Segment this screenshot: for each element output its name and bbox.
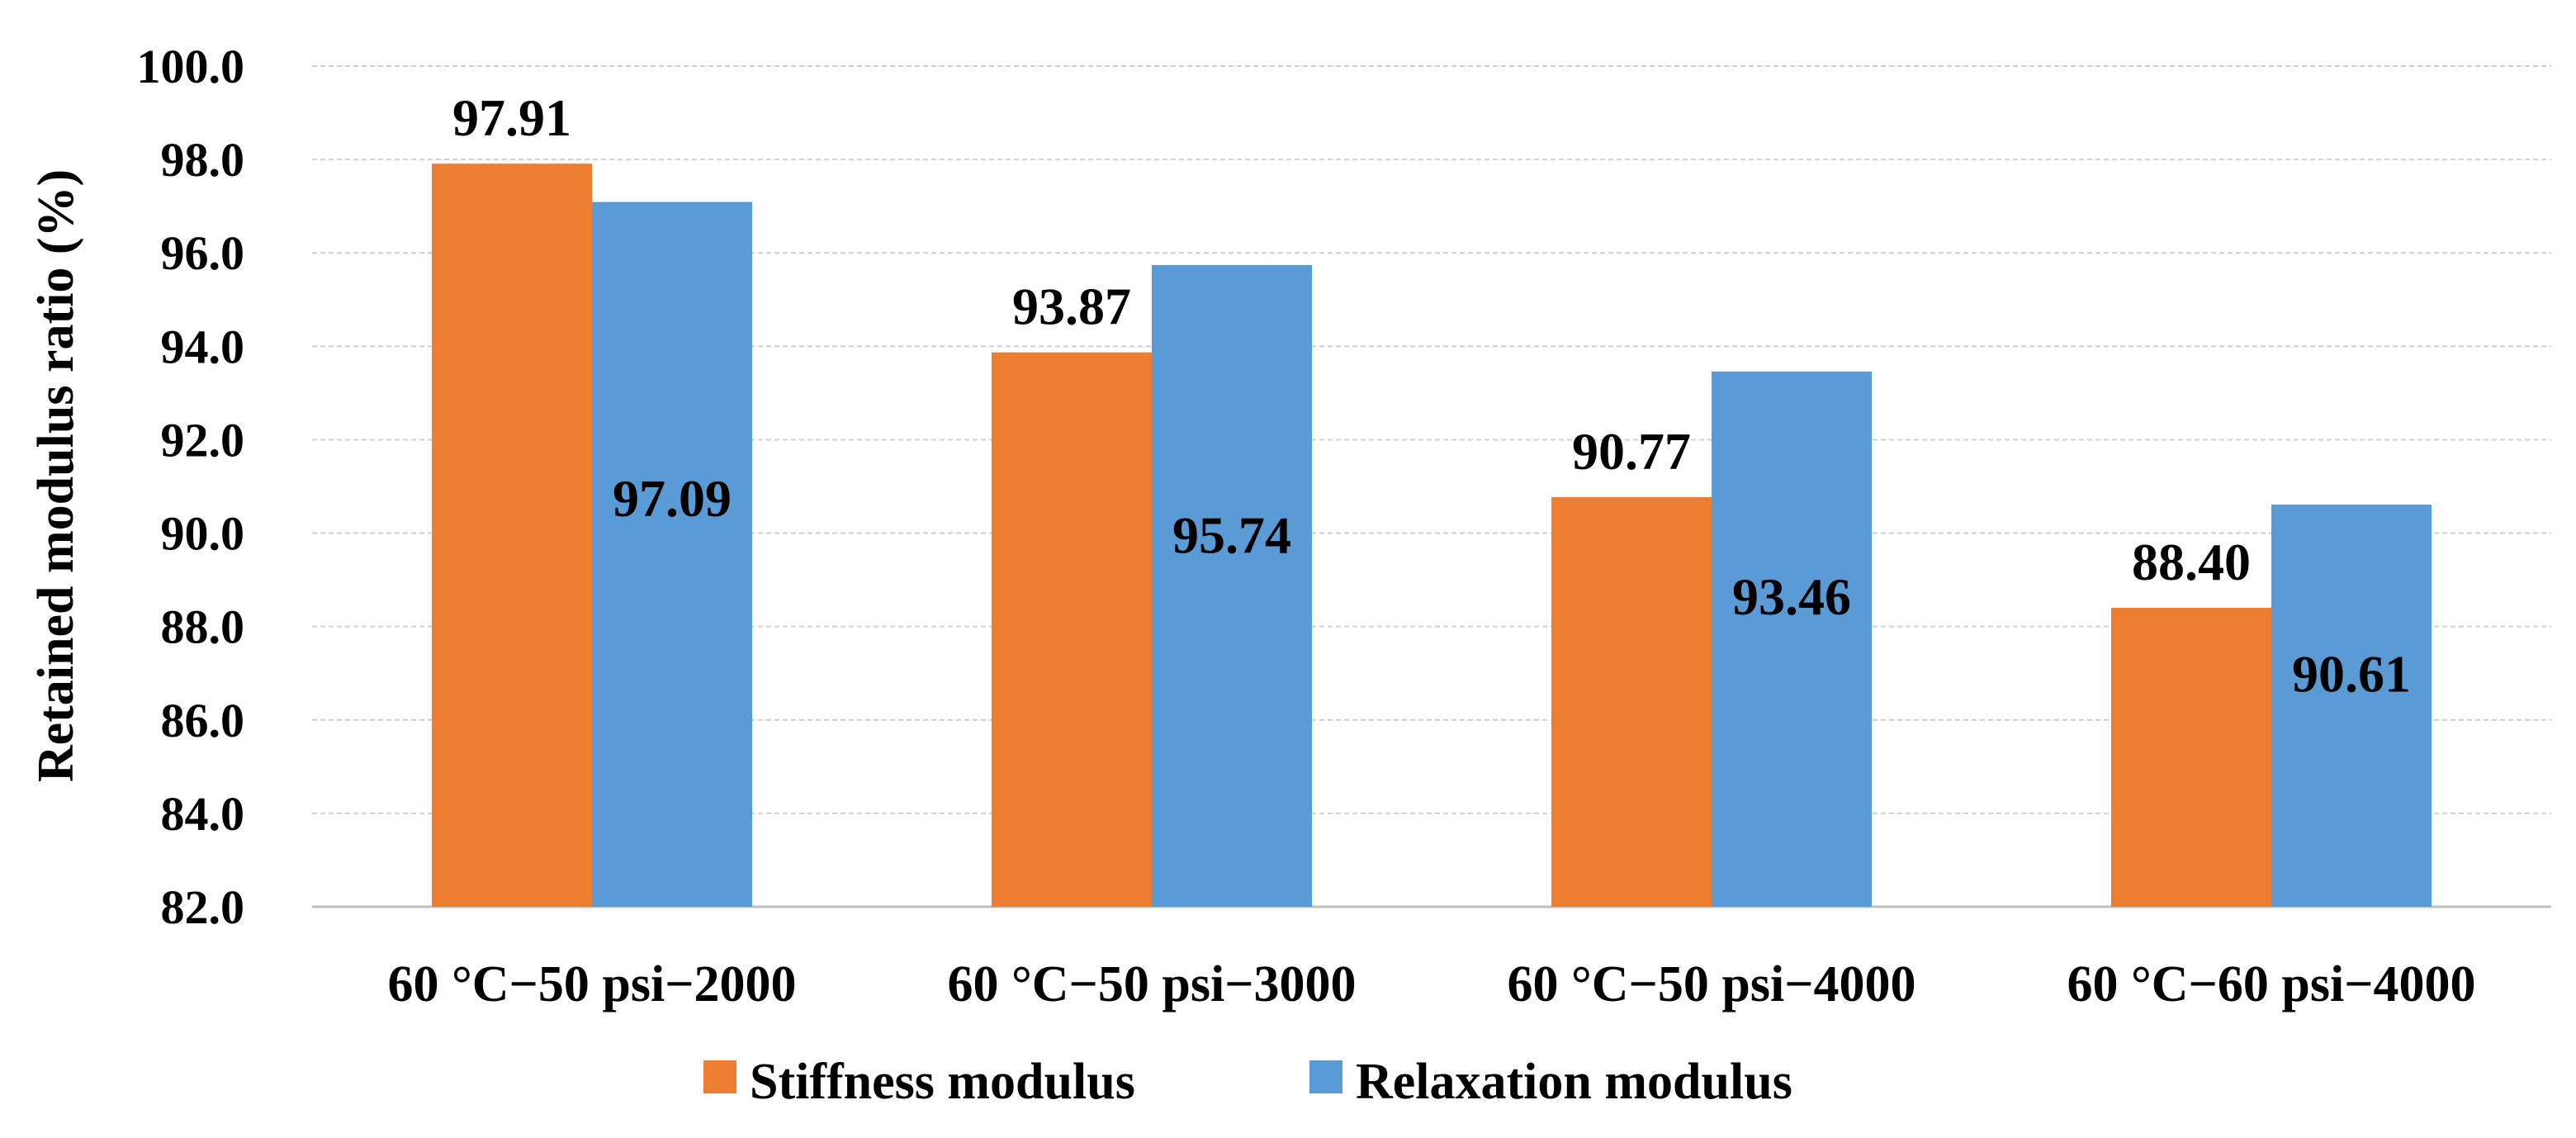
legend-label-relaxation: Relaxation modulus	[1356, 1054, 1792, 1110]
y-tick-label: 82.0	[161, 880, 245, 934]
stiffness-bar	[1551, 497, 1712, 907]
x-tick-label: 60 °C−50 psi−3000	[947, 956, 1356, 1012]
data-label: 93.46	[1732, 567, 1851, 626]
legend: Stiffness modulus Relaxation modulus	[703, 1054, 1792, 1110]
y-tick-label: 94.0	[161, 320, 245, 373]
relaxation-bar	[1152, 264, 1312, 908]
data-label: 90.61	[2292, 645, 2411, 704]
data-label: 88.40	[2132, 533, 2251, 591]
stiffness-bar	[2111, 608, 2271, 907]
legend-swatch-stiffness	[703, 1060, 736, 1093]
data-label: 97.09	[613, 469, 732, 528]
relaxation-bar	[1712, 371, 1872, 908]
legend-label-stiffness: Stiffness modulus	[750, 1054, 1135, 1110]
y-tick-label: 96.0	[161, 226, 245, 280]
relaxation-bar	[2271, 505, 2432, 907]
y-tick-label: 90.0	[161, 507, 245, 561]
data-label: 93.87	[1012, 277, 1131, 336]
y-tick-label: 98.0	[161, 133, 245, 187]
y-tick-label: 86.0	[161, 694, 245, 747]
relaxation-bar	[592, 202, 752, 907]
stiffness-bar	[432, 164, 592, 907]
data-label: 97.91	[452, 88, 571, 147]
x-tick-label: 60 °C−50 psi−2000	[387, 956, 796, 1012]
legend-swatch-relaxation	[1309, 1060, 1342, 1093]
y-tick-label: 84.0	[161, 787, 245, 841]
y-tick-label: 100.0	[137, 40, 245, 93]
data-labels: 97.91 97.09 93.87 95.74 90.77 93.46 88.40 90.61	[452, 88, 2411, 703]
data-label: 90.77	[1572, 422, 1691, 481]
x-tick-label: 60 °C−60 psi−4000	[2067, 956, 2475, 1012]
data-label: 95.74	[1172, 505, 1291, 564]
y-tick-label: 88.0	[161, 600, 245, 654]
x-tick-label: 60 °C−50 psi−4000	[1507, 956, 1915, 1012]
stiffness-bar	[992, 352, 1152, 907]
x-axis-ticks: 60 °C−50 psi−2000 60 °C−50 psi−3000 60 °C−…	[387, 956, 2475, 1012]
y-axis-ticks: 82.0 84.0 86.0 88.0 90.0 92.0 94.0 96.0 98.0 100.…	[137, 40, 245, 934]
bars	[432, 164, 2432, 908]
y-tick-label: 92.0	[161, 413, 245, 467]
y-axis-label: Retained modulus ratio (%)	[28, 169, 84, 782]
